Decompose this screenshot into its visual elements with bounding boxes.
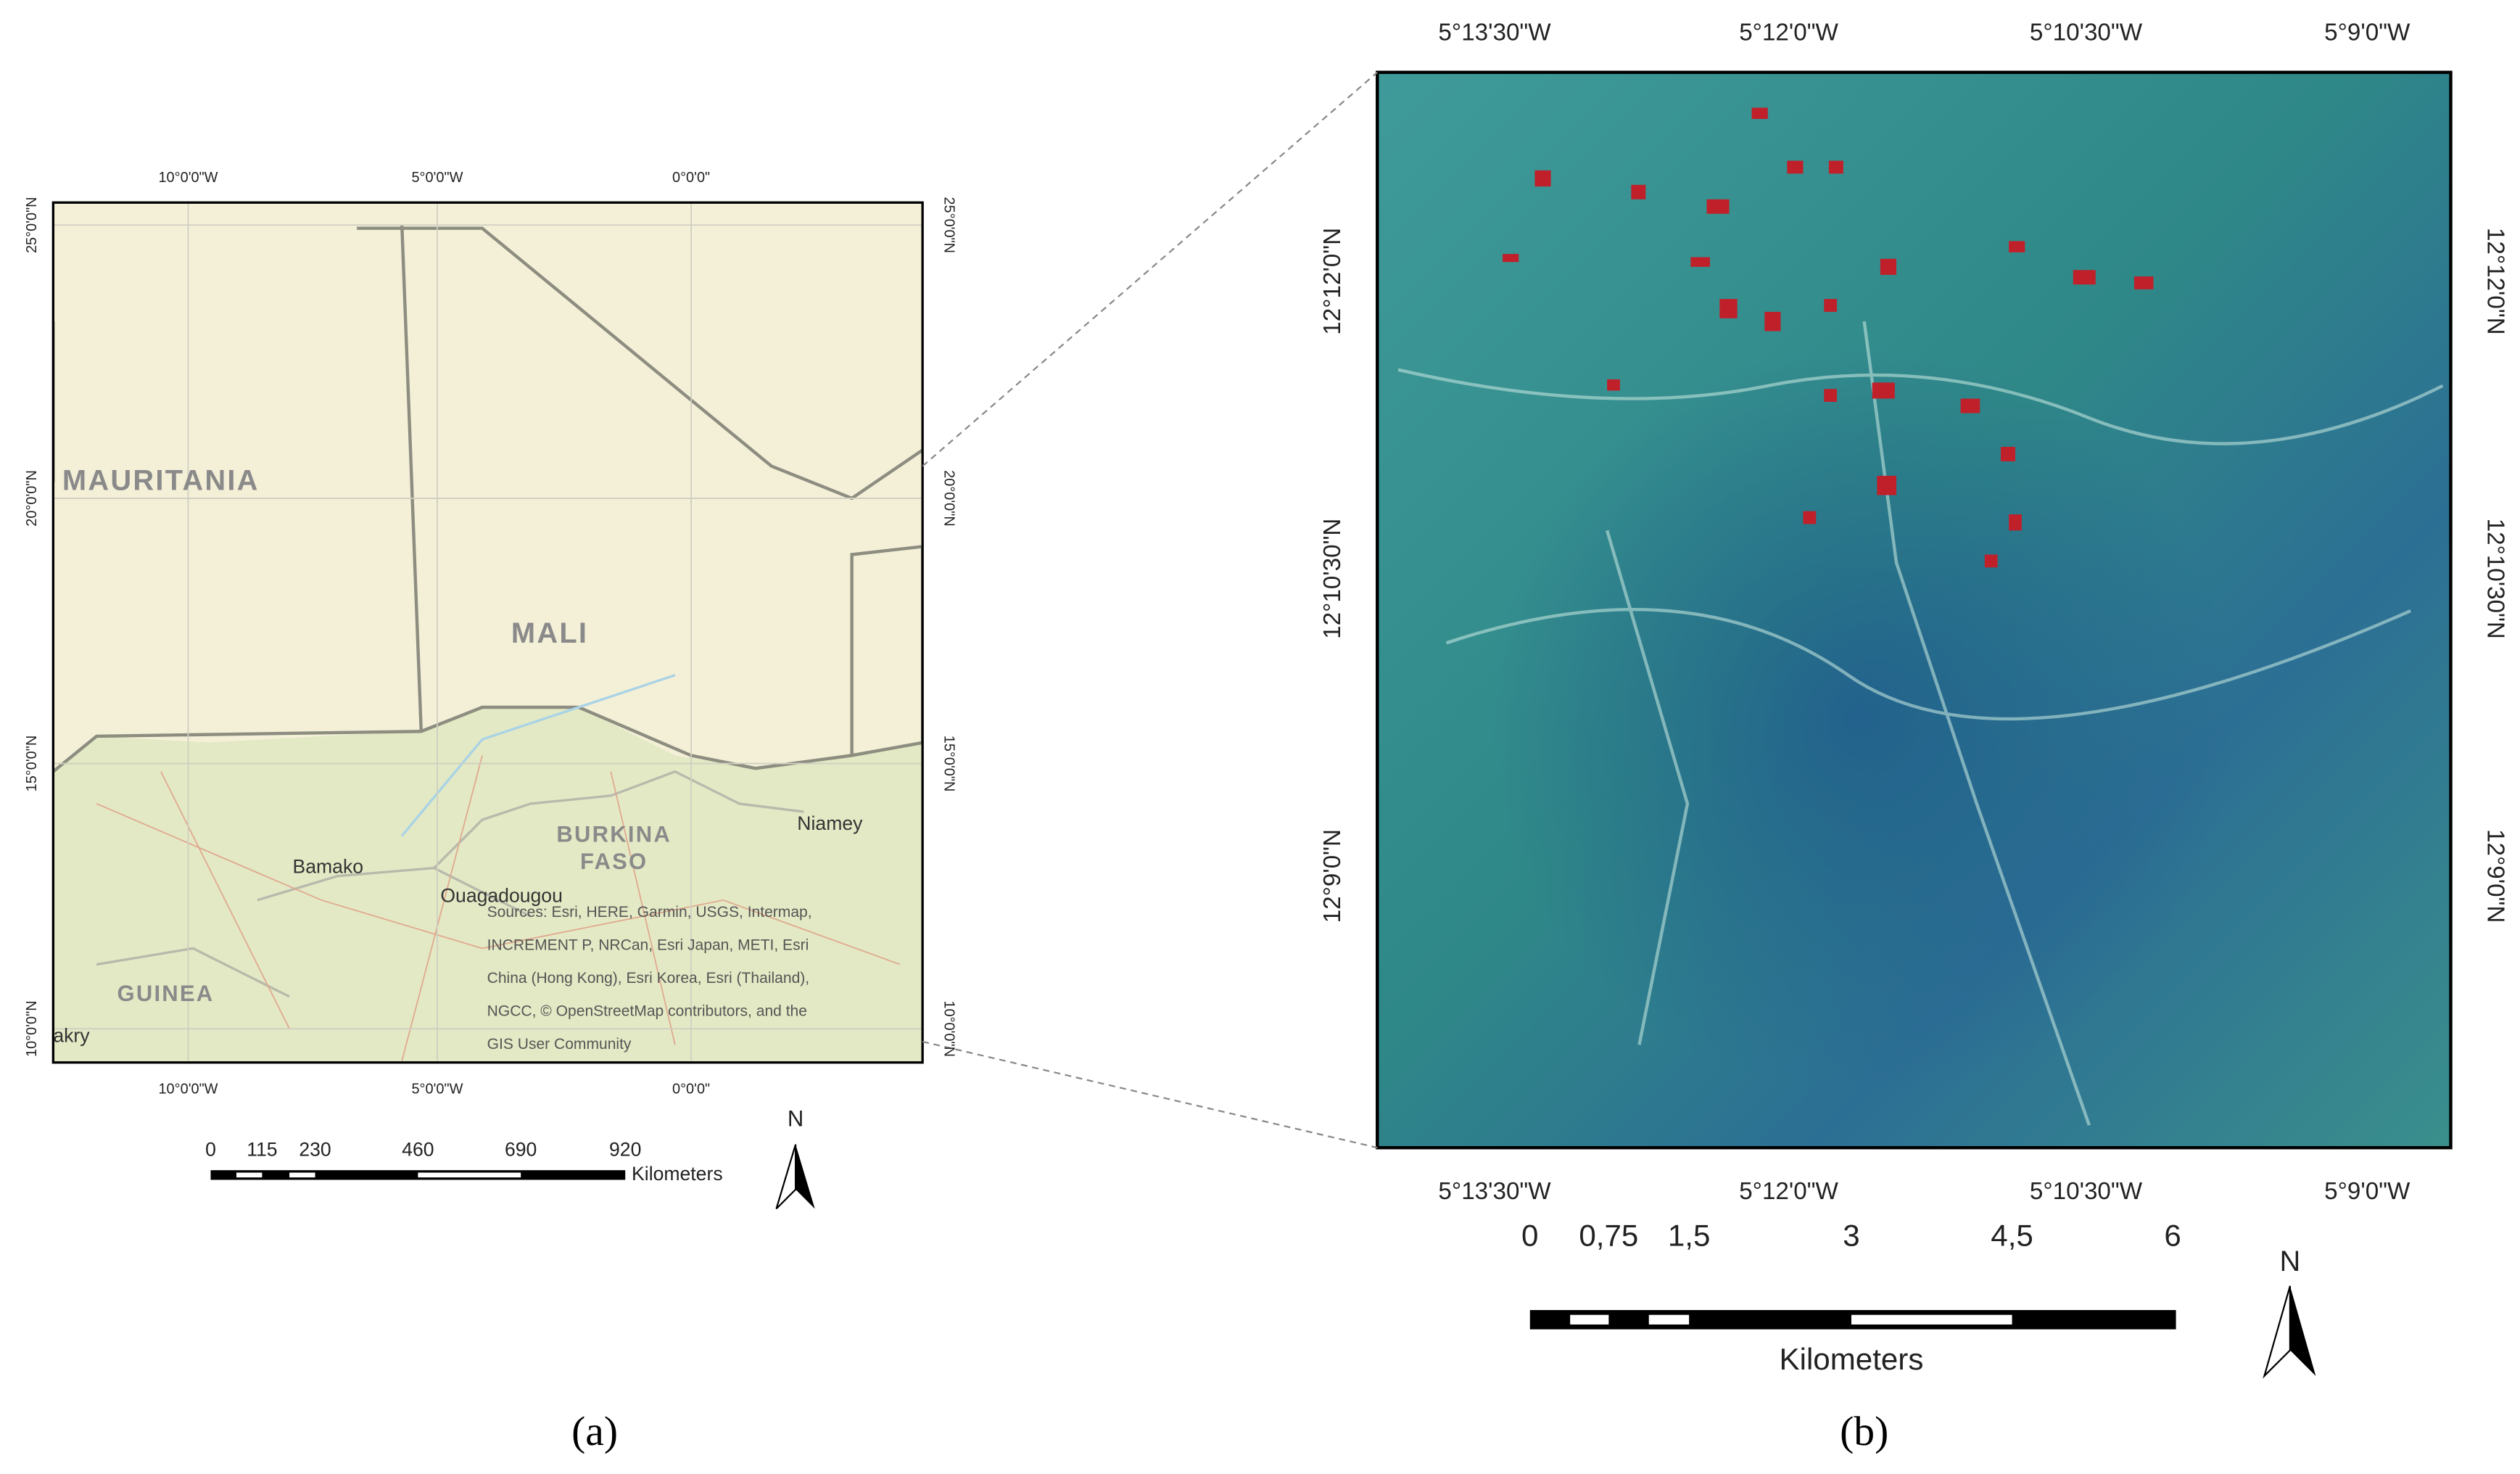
sources-text: NGCC, © OpenStreetMap contributors, and …	[487, 1002, 807, 1019]
scale-label: 690	[505, 1139, 537, 1161]
graticule-label: 10°0'0"W	[158, 1082, 218, 1098]
city-label: Niamey	[797, 812, 863, 834]
scale-unit: Kilometers	[1780, 1342, 1924, 1376]
scale-label: 4,5	[1991, 1218, 2033, 1252]
scale-label: 1,5	[1668, 1218, 1711, 1252]
scale-label: 920	[609, 1139, 641, 1161]
scale-unit: Kilometers	[632, 1163, 723, 1185]
graticule-label: 5°9'0"W	[2324, 1178, 2410, 1205]
graticule-label: 20°0'0"N	[941, 470, 957, 527]
city-label: Ouagadougou	[440, 885, 562, 907]
scale-label: 6	[2164, 1218, 2181, 1252]
panel-a	[51, 201, 924, 1064]
sources-text: GIS User Community	[487, 1036, 632, 1053]
sources-text: China (Hong Kong), Esri Korea, Esri (Tha…	[487, 970, 810, 987]
country-label: GUINEA	[117, 981, 214, 1006]
graticule-label: 0°0'0"	[672, 170, 710, 186]
graticule-label: 12°10'30"N	[2482, 519, 2509, 639]
north-label: N	[2280, 1246, 2301, 1277]
scale-label: 115	[247, 1139, 277, 1161]
graticule-label: 10°0'0"N	[24, 1000, 40, 1057]
graticule-label: 15°0'0"N	[941, 736, 957, 792]
graticule-label: 15°0'0"N	[24, 736, 40, 792]
graticule-label: 10°0'0"W	[158, 170, 218, 186]
graticule-label: 5°12'0"W	[1739, 19, 1838, 46]
graticule-label: 5°13'30"W	[1438, 1178, 1551, 1205]
graticule-label: 5°12'0"W	[1739, 1178, 1838, 1205]
city-label: Bamako	[293, 856, 364, 878]
north-label: N	[788, 1106, 803, 1132]
country-label: MALI	[511, 617, 588, 649]
graticule-label: 5°0'0"W	[411, 170, 463, 186]
sources-text: Sources: Esri, HERE, Garmin, USGS, Inter…	[487, 904, 812, 921]
graticule-label: 10°0'0"N	[941, 1000, 957, 1057]
graticule-label: 12°9'0"N	[1319, 829, 1346, 923]
zoom-lines	[922, 71, 1378, 1149]
panel-b	[1376, 70, 2453, 1150]
scale-label: 230	[299, 1139, 331, 1161]
graticule-label: 5°10'30"W	[2030, 19, 2143, 46]
scale-bar-a	[210, 1170, 626, 1180]
graticule-label: 12°9'0"N	[2482, 829, 2509, 923]
north-arrows	[775, 1144, 2316, 1379]
graticule-label: 20°0'0"N	[24, 470, 40, 527]
scale-bar-b	[1529, 1309, 2176, 1330]
scale-label: 460	[402, 1139, 434, 1161]
graticule-label: 12°10'30"N	[1319, 519, 1346, 639]
base-map	[53, 202, 923, 1063]
scale-label: 0	[1521, 1218, 1538, 1252]
caption: (b)	[1840, 1409, 1888, 1454]
graticule-label: 5°9'0"W	[2324, 19, 2410, 46]
scale-label: 0	[205, 1139, 216, 1161]
scale-label: 0,75	[1579, 1218, 1638, 1252]
country-label: FASO	[580, 849, 648, 874]
graticule-label: 12°12'0"N	[1319, 228, 1346, 335]
graticule-label: 5°13'30"W	[1438, 19, 1551, 46]
plots	[1503, 107, 2154, 568]
sources-text: INCREMENT P, NRCan, Esri Japan, METI, Es…	[487, 937, 809, 954]
country-label: MAURITANIA	[62, 464, 260, 496]
graticule-label: 25°0'0"N	[24, 197, 40, 253]
city-label: akry	[53, 1024, 90, 1046]
graticule-label: 25°0'0"N	[941, 197, 957, 253]
graticule-label: 0°0'0"	[672, 1082, 710, 1098]
scale-label: 3	[1843, 1218, 1859, 1252]
graticule-label: 5°10'30"W	[2030, 1178, 2143, 1205]
caption: (a)	[571, 1409, 618, 1454]
graticule-label: 12°12'0"N	[2482, 228, 2509, 335]
country-label: BURKINA	[556, 821, 672, 847]
graticule-label: 5°0'0"W	[411, 1082, 463, 1098]
